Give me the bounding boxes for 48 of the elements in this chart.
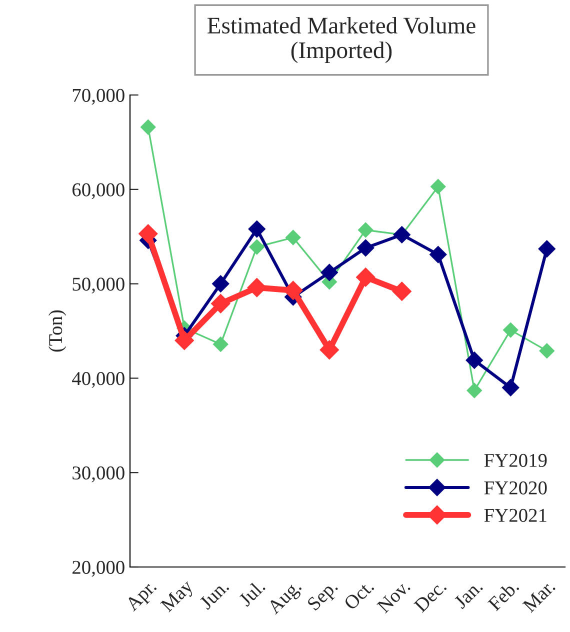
point (174, 330, 194, 350)
point (140, 120, 156, 135)
point (503, 322, 518, 338)
legend-label: FY2019 (484, 454, 547, 467)
point (212, 275, 230, 292)
x-tick-label: Mar. (522, 580, 556, 614)
y-tick-label: 30,000 (72, 466, 124, 482)
y-tick-label: 50,000 (72, 278, 124, 294)
point (357, 239, 374, 256)
point (138, 224, 158, 244)
x-tick-label: Nov. (376, 580, 411, 614)
point (247, 278, 266, 298)
x-tick-label: Jan. (453, 580, 484, 610)
point (539, 343, 554, 358)
y-axis-title: (Ton) (48, 310, 66, 352)
point (538, 240, 556, 258)
x-tick-label: Sep. (306, 579, 341, 614)
point (430, 179, 446, 194)
point (211, 294, 230, 314)
y-tick-label: 60,000 (72, 183, 124, 200)
point (249, 239, 264, 255)
y-tick-label: 20,000 (72, 560, 124, 577)
point (286, 230, 301, 246)
point (466, 352, 483, 369)
x-tick-label: Oct. (343, 579, 374, 611)
point (248, 220, 266, 238)
point (356, 268, 376, 287)
legend-label: FY2020 (484, 481, 547, 494)
x-tick-label: Jul. (238, 579, 266, 608)
point (358, 222, 374, 238)
x-tick-label: Jun. (198, 580, 230, 610)
legend-label: FY2021 (484, 508, 546, 522)
point (320, 340, 339, 360)
x-tick-label: Aug. (266, 579, 305, 618)
point (213, 336, 228, 352)
point (284, 280, 303, 300)
point (466, 382, 482, 398)
y-tick-label: 70,000 (72, 88, 124, 105)
x-tick-label: May (160, 578, 197, 616)
point (502, 379, 520, 396)
chart-title: Estimated Marketed Volume (Imported) (208, 16, 476, 64)
y-tick-label: 40,000 (72, 372, 124, 388)
x-tick-label: Apr. (124, 579, 160, 615)
point (430, 246, 447, 264)
x-tick-label: Feb. (486, 579, 520, 612)
point (320, 264, 338, 282)
point (392, 282, 412, 301)
x-tick-label: Dec. (413, 580, 447, 614)
